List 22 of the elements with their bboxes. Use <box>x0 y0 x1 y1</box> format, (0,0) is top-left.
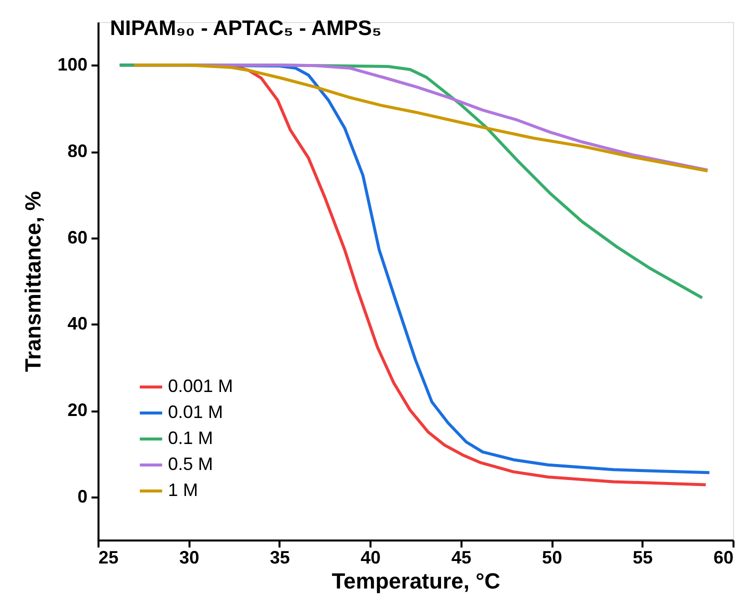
legend-label: 0.5 M <box>168 454 214 474</box>
chart-title: NIPAM₉₀ - APTAC₅ - AMPS₅ <box>110 17 382 40</box>
legend-label: 1 M <box>168 480 198 500</box>
x-tick-label: 35 <box>270 548 290 568</box>
x-tick-label: 25 <box>98 548 119 568</box>
x-tick-label: 50 <box>542 548 562 568</box>
x-tick-label: 60 <box>713 548 734 568</box>
x-tick-label: 45 <box>451 548 472 568</box>
x-tick-label: 55 <box>632 548 653 568</box>
legend-label: 0.001 M <box>168 376 234 396</box>
y-tick-label: 20 <box>67 400 88 420</box>
x-tick-label: 30 <box>179 548 200 568</box>
y-tick-label: 60 <box>67 227 88 248</box>
legend-label: 0.01 M <box>168 402 224 422</box>
x-axis-title: Temperature, °C <box>332 568 500 594</box>
y-tick-label: 100 <box>57 54 88 75</box>
y-tick-label: 0 <box>77 486 88 506</box>
y-axis-title: Transmittance, % <box>20 191 46 372</box>
y-tick-label: 80 <box>67 141 88 161</box>
x-tick-label: 40 <box>360 548 381 568</box>
legend-label: 0.1 M <box>168 428 214 448</box>
y-tick-label: 40 <box>67 314 88 334</box>
